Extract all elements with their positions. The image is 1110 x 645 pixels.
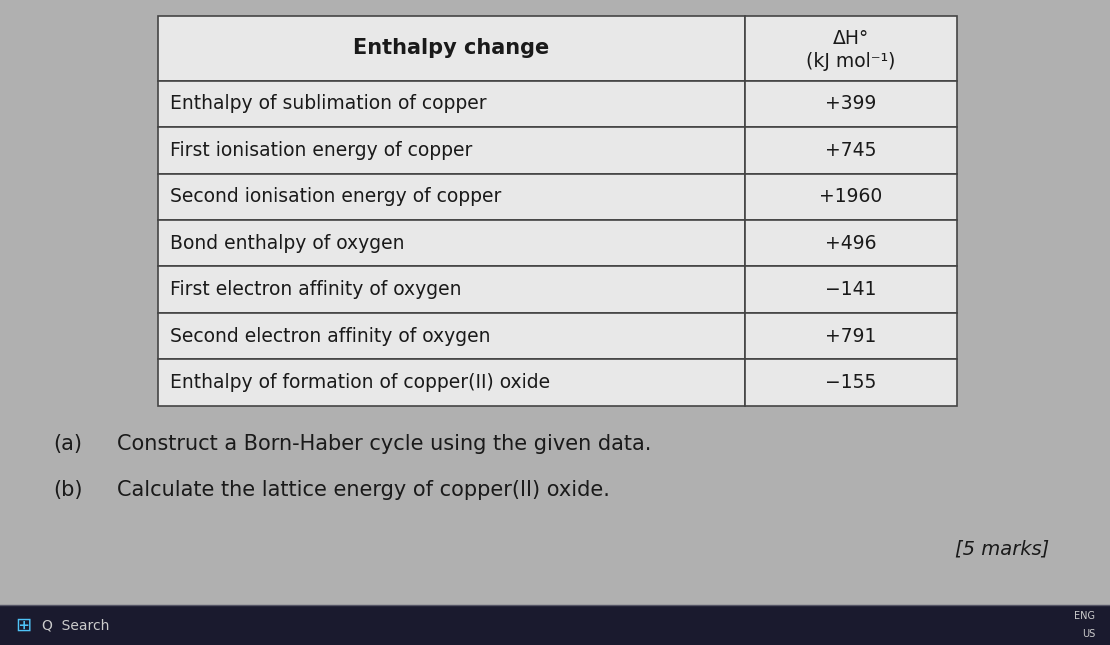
Bar [0, 605, 1110, 645]
Text: (b): (b) [53, 480, 83, 500]
Text: First ionisation energy of copper: First ionisation energy of copper [170, 141, 472, 160]
Text: [5 marks]: [5 marks] [955, 540, 1049, 559]
Bar [745, 16, 957, 81]
Text: +745: +745 [825, 141, 877, 160]
Bar [745, 359, 957, 406]
Text: Enthalpy of formation of copper(II) oxide: Enthalpy of formation of copper(II) oxid… [170, 373, 549, 392]
Bar [158, 359, 745, 406]
Text: +496: +496 [825, 233, 877, 253]
Text: (a): (a) [53, 433, 82, 453]
Bar [158, 127, 745, 174]
Text: −155: −155 [825, 373, 877, 392]
Text: Second electron affinity of oxygen: Second electron affinity of oxygen [170, 326, 491, 346]
Text: Bond enthalpy of oxygen: Bond enthalpy of oxygen [170, 233, 404, 253]
Bar [745, 266, 957, 313]
Text: (kJ mol⁻¹): (kJ mol⁻¹) [806, 52, 896, 71]
Text: Calculate the lattice energy of copper(II) oxide.: Calculate the lattice energy of copper(I… [117, 480, 609, 500]
Bar [745, 220, 957, 266]
Text: +1960: +1960 [819, 187, 882, 206]
Bar [158, 174, 745, 220]
Text: Enthalpy change: Enthalpy change [353, 38, 549, 59]
Bar [158, 220, 745, 266]
Bar [158, 266, 745, 313]
Text: +399: +399 [825, 94, 877, 114]
Text: Q  Search: Q Search [42, 618, 110, 632]
Bar [745, 127, 957, 174]
Bar [745, 313, 957, 359]
Text: ENG: ENG [1074, 611, 1094, 621]
Bar [158, 313, 745, 359]
Text: ⊞: ⊞ [16, 615, 31, 635]
Text: US: US [1082, 629, 1094, 639]
Text: Construct a Born-Haber cycle using the given data.: Construct a Born-Haber cycle using the g… [117, 433, 650, 453]
Bar [158, 81, 745, 127]
Text: ΔH°: ΔH° [832, 29, 869, 48]
Text: Enthalpy of sublimation of copper: Enthalpy of sublimation of copper [170, 94, 486, 114]
Text: Second ionisation energy of copper: Second ionisation energy of copper [170, 187, 501, 206]
Bar [745, 81, 957, 127]
Text: −141: −141 [825, 280, 877, 299]
Bar [158, 16, 745, 81]
Text: +791: +791 [825, 326, 877, 346]
Text: First electron affinity of oxygen: First electron affinity of oxygen [170, 280, 461, 299]
Bar [745, 174, 957, 220]
